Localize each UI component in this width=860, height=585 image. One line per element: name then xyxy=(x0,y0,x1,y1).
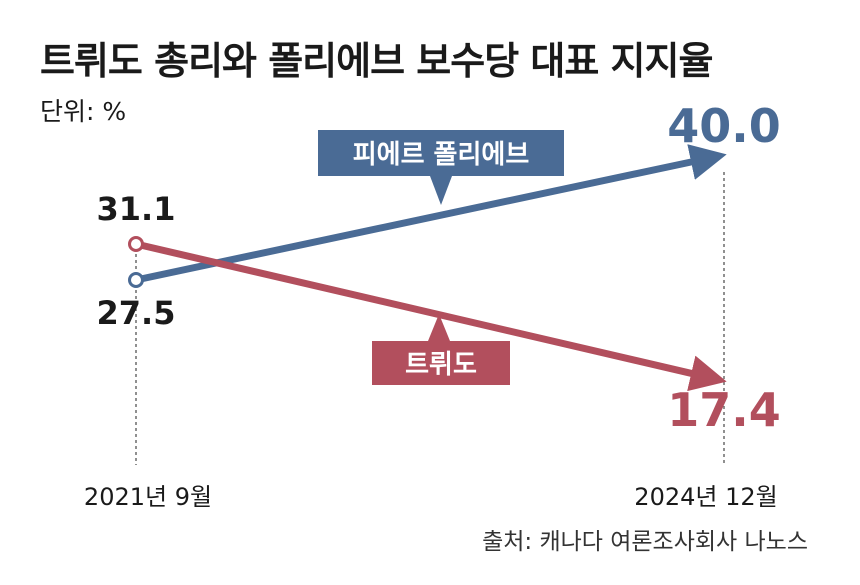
data-label-trudeau-2024: 17.4 xyxy=(667,383,781,437)
x-tick-label-2024: 2024년 12월 xyxy=(634,483,777,511)
source-note: 출처: 캐나다 여론조사회사 나노스 xyxy=(482,529,808,555)
data-label-poilievre-2021: 27.5 xyxy=(97,294,176,332)
data-label-trudeau-2021: 31.1 xyxy=(97,190,176,228)
x-tick-label-2021: 2021년 9월 xyxy=(84,483,212,511)
series-line-poilievre xyxy=(135,144,727,284)
series-name-poilievre: 피에르 폴리에브 xyxy=(353,140,530,170)
chart-title: 트뤼도 총리와 폴리에브 보수당 대표 지지율 xyxy=(40,39,713,83)
data-point-trudeau-2021 xyxy=(128,236,144,252)
legend-callout-trudeau: 트뤼도 xyxy=(372,314,510,385)
data-point-poilievre-2021 xyxy=(128,272,144,288)
data-label-poilievre-2024: 40.0 xyxy=(667,99,781,153)
legend-callout-poilievre: 피에르 폴리에브 xyxy=(318,130,564,205)
series-line-trudeau xyxy=(135,240,727,392)
unit-label: 단위: % xyxy=(40,97,127,126)
series-name-trudeau: 트뤼도 xyxy=(405,350,477,380)
